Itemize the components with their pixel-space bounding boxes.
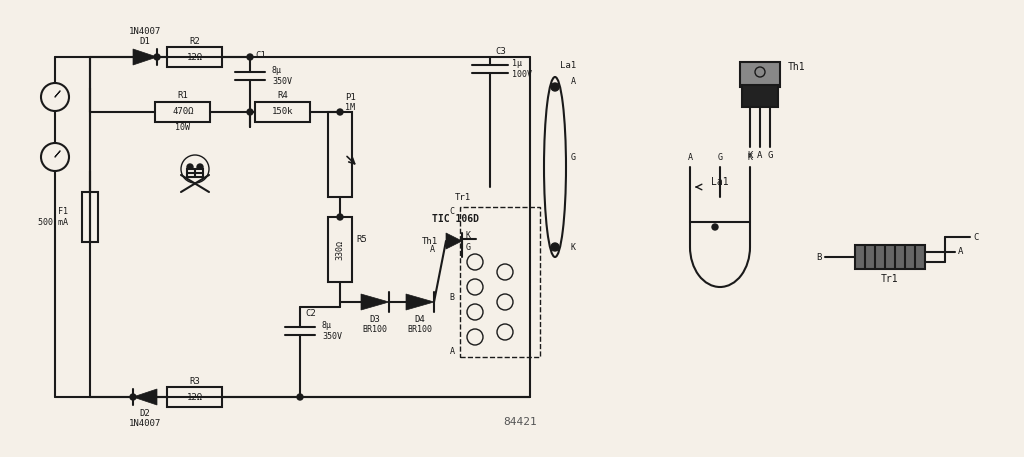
Text: 1M: 1M	[345, 103, 355, 112]
Text: Th1: Th1	[788, 62, 806, 72]
Text: La1: La1	[712, 177, 729, 187]
Text: 8μ
350V: 8μ 350V	[272, 66, 292, 86]
Circle shape	[247, 109, 253, 115]
Text: K: K	[570, 243, 575, 251]
Text: 150k: 150k	[272, 107, 294, 117]
Bar	[740, 62, 780, 87]
Text: 1N4007: 1N4007	[129, 419, 161, 427]
Text: G: G	[466, 243, 470, 251]
Text: Tr1: Tr1	[882, 274, 899, 284]
Text: C: C	[973, 233, 978, 241]
Text: A: A	[758, 150, 763, 159]
Bar	[187, 169, 203, 177]
Text: A: A	[570, 78, 575, 86]
Circle shape	[197, 164, 203, 170]
Text: 10W: 10W	[175, 123, 190, 133]
Text: Tr1: Tr1	[455, 192, 471, 202]
Text: D4: D4	[415, 315, 425, 324]
Bar	[328, 112, 352, 197]
Text: B: B	[450, 292, 455, 302]
Text: La1: La1	[560, 60, 577, 69]
Circle shape	[551, 243, 559, 251]
Text: TIC 106D: TIC 106D	[431, 214, 478, 224]
Polygon shape	[406, 294, 434, 310]
Bar	[855, 245, 925, 269]
Polygon shape	[133, 389, 157, 405]
Text: 84421: 84421	[503, 417, 537, 427]
Text: 470Ω: 470Ω	[172, 107, 194, 117]
Polygon shape	[361, 294, 389, 310]
Text: A: A	[958, 248, 964, 256]
Circle shape	[297, 394, 303, 400]
Text: B: B	[816, 253, 822, 261]
Circle shape	[337, 214, 343, 220]
Text: R1: R1	[177, 91, 188, 101]
Text: 12Ω: 12Ω	[187, 53, 203, 62]
Text: C: C	[450, 207, 455, 217]
Circle shape	[154, 54, 160, 60]
Text: G: G	[767, 150, 773, 159]
Text: C3: C3	[495, 48, 506, 57]
Text: K: K	[748, 150, 753, 159]
Circle shape	[712, 224, 718, 230]
Text: R3: R3	[189, 377, 201, 386]
Text: BR100: BR100	[408, 325, 432, 335]
Polygon shape	[133, 49, 157, 65]
Bar	[167, 47, 222, 67]
Text: G: G	[718, 153, 723, 161]
Text: D3: D3	[370, 315, 380, 324]
Text: C1: C1	[255, 52, 266, 60]
Bar	[742, 85, 778, 107]
Polygon shape	[446, 233, 462, 249]
Text: G: G	[570, 153, 575, 161]
Text: Th1: Th1	[422, 237, 438, 245]
Circle shape	[337, 109, 343, 115]
Text: A: A	[450, 347, 455, 356]
Text: C2: C2	[305, 308, 315, 318]
Text: 1N4007: 1N4007	[129, 27, 161, 36]
Bar	[167, 387, 222, 407]
Text: 1μ
100V: 1μ 100V	[512, 59, 532, 79]
Text: K: K	[748, 153, 753, 161]
Bar	[82, 192, 98, 242]
Text: R2: R2	[189, 37, 201, 46]
Text: 8μ
350V: 8μ 350V	[322, 321, 342, 341]
Text: 12Ω: 12Ω	[187, 393, 203, 402]
Circle shape	[247, 54, 253, 60]
Circle shape	[551, 83, 559, 91]
Text: D2: D2	[139, 409, 151, 418]
Text: A: A	[429, 244, 434, 254]
Text: P1: P1	[345, 94, 355, 102]
Text: R5: R5	[356, 235, 367, 244]
Bar	[255, 102, 310, 122]
Text: F1
500 mA: F1 500 mA	[38, 207, 68, 227]
Circle shape	[187, 164, 193, 170]
Text: A: A	[687, 153, 692, 161]
Text: R4: R4	[278, 91, 289, 101]
Text: 330Ω: 330Ω	[336, 239, 344, 260]
Circle shape	[130, 394, 136, 400]
Text: K: K	[466, 230, 470, 239]
Bar	[328, 217, 352, 282]
Bar	[155, 102, 210, 122]
Text: BR100: BR100	[362, 325, 387, 335]
Text: D1: D1	[139, 37, 151, 46]
